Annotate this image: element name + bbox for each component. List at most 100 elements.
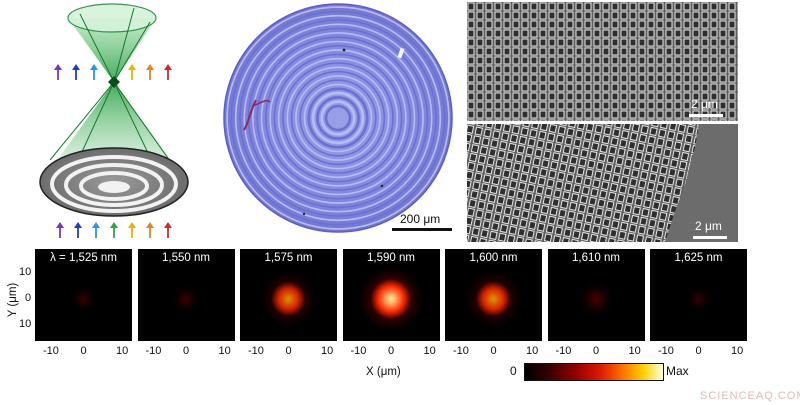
zone-ring: [269, 49, 407, 187]
zone-ring: [320, 100, 356, 136]
focal-spot: [69, 284, 98, 314]
arrow-bottom-2: [92, 222, 100, 238]
focal-spot-tile: 1,590 nm: [342, 249, 440, 341]
zone-ring: [286, 66, 390, 170]
wavelength-label: 1,575 nm: [264, 252, 313, 264]
sem-bottom-pattern: [467, 124, 738, 242]
arrow-top-2: [90, 64, 98, 80]
focal-spot-tile: 1,625 nm: [650, 249, 747, 341]
x-tick: 10: [218, 345, 231, 357]
arrow-top-3: [128, 64, 136, 80]
zone-ring: [295, 75, 381, 161]
x-tick: -10: [248, 345, 264, 357]
focal-spot-tile: 1,600 nm: [445, 249, 542, 341]
colorbar-min-label: 0: [510, 364, 517, 378]
zone-ring: [265, 45, 411, 191]
arrow-top-1: [72, 64, 80, 80]
wavelength-label: 1,590 nm: [367, 252, 415, 264]
optical-scale-bar: [392, 228, 452, 231]
arrow-top-0: [54, 64, 62, 80]
zone-ring: [277, 57, 399, 179]
y-tick-top: 10: [19, 266, 32, 278]
arrow-top-5: [164, 64, 172, 80]
colorbar-max-label: Max: [666, 364, 689, 378]
focal-spot: [359, 267, 423, 331]
x-tick: 0: [490, 345, 497, 357]
metalens-schematic: [10, 0, 210, 240]
zone-ring: [239, 19, 437, 217]
zone-ring: [316, 96, 360, 140]
wavelength-label: 1,610 nm: [572, 252, 620, 264]
y-tick-mid: 0: [25, 292, 32, 304]
x-tick: 0: [695, 345, 702, 357]
focal-spot-row: λ = 1,525 nm -10 0 10 1,550 nm -10 0 10 1,575 nm…: [0, 246, 800, 405]
x-tick: 10: [526, 345, 539, 357]
arrow-bottom-3: [110, 222, 118, 238]
zone-ring: [260, 40, 416, 196]
wavelength-arrows-top: [54, 64, 172, 80]
y-tick-bottom: 10: [19, 318, 32, 330]
x-tick: -10: [145, 345, 162, 357]
x-tick: 0: [593, 345, 600, 357]
zone-ring: [234, 14, 442, 222]
zone-ring: [243, 23, 433, 213]
x-tick: -10: [43, 345, 59, 357]
sem-top-scale-label: 2 μm: [691, 97, 718, 111]
sem-top-scale-bar: [689, 114, 723, 117]
arrow-bottom-6: [164, 222, 172, 238]
x-tick: 10: [423, 345, 436, 357]
zone-ring: [324, 104, 352, 132]
sem-top-pattern: [467, 2, 738, 121]
x-tick: 10: [731, 345, 744, 357]
wavelength-label: 1,550 nm: [162, 252, 210, 264]
sem-bottom-scale-bar: [693, 236, 727, 239]
x-tick: 0: [80, 345, 87, 357]
x-tick: -10: [658, 345, 674, 357]
arrow-bottom-4: [128, 222, 136, 238]
y-axis-label: Y (μm): [7, 282, 19, 318]
zone-ring: [299, 79, 377, 157]
zone-ring: [230, 10, 446, 226]
sem-bottom-scale-label: 2 μm: [695, 219, 722, 233]
x-tick: 0: [388, 345, 395, 357]
zone-ring: [282, 62, 394, 174]
x-tick: 10: [321, 345, 334, 357]
metalens-schematic-drawing: [39, 3, 189, 238]
focal-spot: [684, 285, 713, 313]
colorbar: [524, 363, 664, 381]
x-tick: -10: [350, 345, 367, 357]
zone-rings: [226, 6, 450, 230]
watermark: SCIENCEAQ.COM: [700, 390, 800, 402]
sem-image-top: 2 μm: [467, 2, 738, 121]
x-tick: -10: [453, 345, 469, 357]
optical-micrograph-image: [223, 3, 453, 233]
focal-spot: [170, 283, 202, 315]
focal-spot: [261, 271, 316, 327]
sem-image-bottom: 2 μm: [467, 124, 738, 242]
optical-scale-label: 200 μm: [400, 212, 441, 226]
x-tick: -10: [555, 345, 572, 357]
focal-spot: [465, 271, 522, 327]
x-tick: 0: [285, 345, 292, 357]
x-tick: 10: [628, 345, 641, 357]
arrow-bottom-0: [56, 222, 64, 238]
zone-ring: [290, 70, 386, 166]
focal-spot-tile: λ = 1,525 nm: [35, 249, 132, 341]
x-axis-label: X (μm): [366, 366, 401, 378]
zone-ring: [252, 32, 424, 204]
x-tick: 10: [116, 345, 129, 357]
arrow-bottom-1: [74, 222, 82, 238]
x-tick: 0: [183, 345, 190, 357]
focal-spot-tile: 1,575 nm: [240, 249, 337, 341]
optical-micrograph: 200 μm: [214, 0, 464, 242]
focal-spot-tile: 1,610 nm: [547, 249, 645, 341]
arrow-bottom-5: [146, 222, 154, 238]
zone-ring: [273, 53, 403, 183]
wavelength-arrows-bottom: [56, 222, 172, 238]
zone-ring: [307, 87, 369, 149]
focal-spot: [578, 281, 614, 317]
wavelength-label: λ = 1,525 nm: [50, 252, 117, 264]
zone-ring: [256, 36, 420, 200]
zone-ring: [303, 83, 373, 153]
zone-ring: [226, 6, 450, 230]
